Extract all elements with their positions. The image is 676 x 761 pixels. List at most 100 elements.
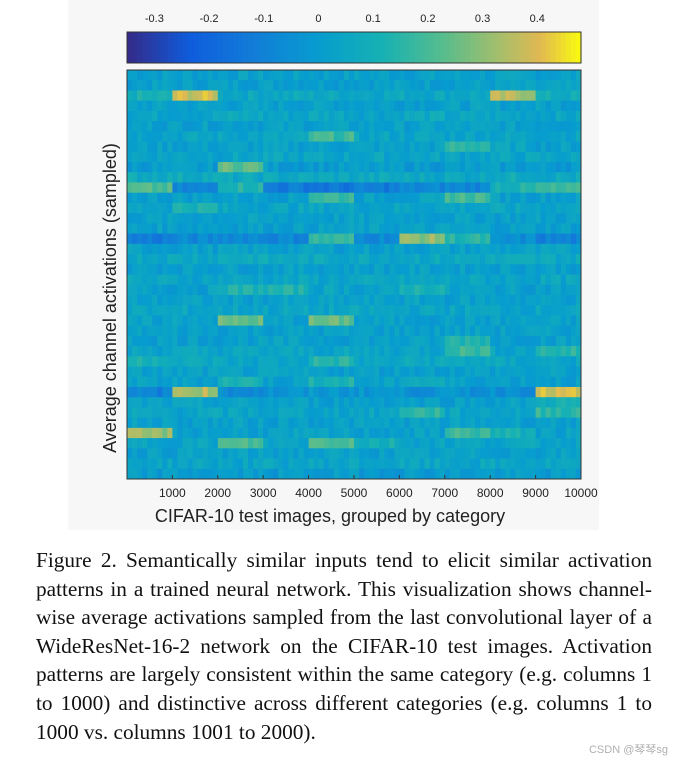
heatmap-cell bbox=[182, 315, 188, 327]
heatmap-cell bbox=[434, 162, 441, 173]
heatmap-cell bbox=[313, 294, 320, 306]
heatmap-cell bbox=[167, 131, 173, 142]
heatmap-cell bbox=[369, 397, 375, 408]
heatmap-cell bbox=[545, 223, 552, 234]
heatmap-cell bbox=[384, 315, 390, 327]
heatmap-cell bbox=[570, 325, 577, 337]
heatmap-cell bbox=[263, 202, 269, 214]
heatmap-cell bbox=[207, 325, 214, 337]
heatmap-cell bbox=[575, 305, 582, 316]
heatmap-cell bbox=[419, 427, 426, 439]
heatmap-cell bbox=[217, 100, 224, 112]
heatmap-cell bbox=[192, 407, 199, 419]
heatmap-cell bbox=[535, 294, 542, 306]
heatmap-cell bbox=[127, 356, 133, 367]
heatmap-cell bbox=[414, 264, 420, 275]
heatmap-cell bbox=[142, 162, 148, 173]
heatmap-cell bbox=[394, 90, 400, 102]
heatmap-cell bbox=[258, 182, 264, 194]
heatmap-cell bbox=[505, 213, 511, 224]
heatmap-cell bbox=[187, 131, 193, 142]
heatmap-cell bbox=[207, 254, 214, 265]
heatmap-cell bbox=[187, 243, 193, 255]
heatmap-cell bbox=[318, 305, 325, 316]
heatmap-cell bbox=[303, 141, 309, 153]
heatmap-cell bbox=[535, 202, 542, 214]
heatmap-cell bbox=[414, 70, 420, 81]
heatmap-cell bbox=[177, 284, 183, 296]
heatmap-cell bbox=[338, 110, 345, 122]
heatmap-cell bbox=[409, 315, 415, 327]
heatmap-cell bbox=[147, 458, 153, 470]
heatmap-cell bbox=[490, 151, 496, 163]
heatmap-cell bbox=[162, 376, 168, 388]
heatmap-cell bbox=[480, 90, 486, 102]
heatmap-cell bbox=[318, 141, 325, 153]
heatmap-cell bbox=[490, 182, 496, 194]
heatmap-cell bbox=[384, 162, 390, 173]
heatmap-cell bbox=[535, 182, 542, 194]
heatmap-cell bbox=[454, 223, 461, 234]
colorbar-tick-label: 0 bbox=[315, 13, 321, 25]
heatmap-cell bbox=[454, 397, 461, 408]
heatmap-cell bbox=[490, 335, 496, 347]
heatmap-cell bbox=[137, 254, 143, 265]
heatmap-cell bbox=[565, 80, 572, 91]
heatmap-cell bbox=[293, 233, 299, 245]
heatmap-cell bbox=[520, 100, 526, 112]
heatmap-cell bbox=[137, 386, 143, 398]
colorbar-segment bbox=[354, 32, 360, 63]
heatmap-cell bbox=[424, 90, 431, 102]
heatmap-cell bbox=[525, 356, 531, 367]
heatmap-cell bbox=[237, 315, 244, 327]
heatmap-cell bbox=[283, 397, 289, 408]
heatmap-cell bbox=[354, 182, 360, 194]
heatmap-cell bbox=[333, 100, 340, 112]
heatmap-cell bbox=[384, 254, 390, 265]
heatmap-cell bbox=[454, 356, 461, 367]
heatmap-cell bbox=[404, 346, 410, 357]
heatmap-cell bbox=[359, 141, 365, 153]
heatmap-cell bbox=[293, 386, 299, 398]
heatmap-cell bbox=[389, 223, 395, 234]
heatmap-cell bbox=[162, 305, 168, 316]
heatmap-cell bbox=[379, 325, 385, 337]
heatmap-cell bbox=[359, 162, 365, 173]
heatmap-cell bbox=[550, 110, 557, 122]
heatmap-cell bbox=[283, 417, 289, 429]
heatmap-cell bbox=[248, 243, 254, 255]
heatmap-cell bbox=[500, 468, 506, 480]
heatmap-cell bbox=[232, 315, 239, 327]
heatmap-cell bbox=[162, 110, 168, 122]
heatmap-cell bbox=[283, 233, 289, 245]
heatmap-cell bbox=[333, 80, 340, 91]
heatmap-cell bbox=[338, 131, 345, 142]
watermark: CSDN @琴琴sg bbox=[588, 744, 668, 756]
heatmap-cell bbox=[364, 172, 370, 183]
heatmap-cell bbox=[364, 100, 370, 112]
heatmap-cell bbox=[505, 192, 511, 204]
heatmap-cell bbox=[202, 458, 209, 470]
heatmap-cell bbox=[248, 151, 254, 163]
heatmap-cell bbox=[167, 284, 173, 296]
heatmap-cell bbox=[253, 468, 259, 480]
heatmap-cell bbox=[565, 274, 572, 286]
heatmap-cell bbox=[470, 448, 476, 459]
heatmap-cell bbox=[127, 223, 133, 234]
heatmap-cell bbox=[298, 264, 304, 275]
heatmap-cell bbox=[348, 192, 355, 204]
heatmap-cell bbox=[338, 213, 345, 224]
heatmap-cell bbox=[495, 254, 501, 265]
heatmap-cell bbox=[429, 213, 436, 224]
heatmap-cell bbox=[167, 356, 173, 367]
heatmap-cell bbox=[187, 121, 193, 132]
heatmap-cell bbox=[187, 162, 193, 173]
heatmap-cell bbox=[293, 213, 299, 224]
heatmap-cell bbox=[424, 80, 431, 91]
heatmap-cell bbox=[222, 110, 229, 122]
heatmap-cell bbox=[258, 458, 264, 470]
heatmap-cell bbox=[207, 264, 214, 275]
heatmap-cell bbox=[414, 80, 420, 91]
heatmap-cell bbox=[490, 376, 496, 388]
heatmap-cell bbox=[328, 172, 335, 183]
